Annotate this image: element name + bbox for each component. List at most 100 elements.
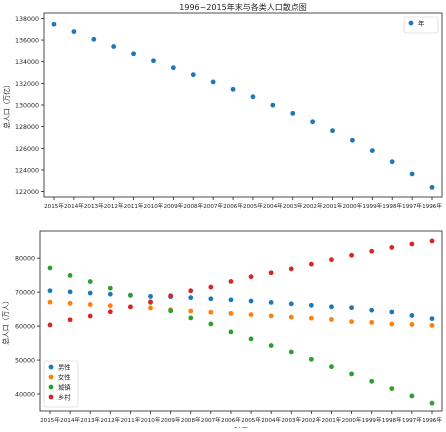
panel2-series4-point (87, 313, 93, 319)
panel1-legend-marker (408, 20, 414, 26)
panel2-ytick-label: 60000 (15, 324, 35, 331)
panel2-series3-point (67, 273, 73, 278)
panel2-series1-point (228, 297, 234, 303)
panel2-series4-point (369, 248, 375, 254)
panel2-ytick-label: 40000 (15, 392, 35, 399)
panel1-xtick-label: 2001年 (323, 202, 343, 210)
panel2-xtick-label: 1998年 (382, 416, 402, 424)
panel1-series1-point (369, 148, 375, 154)
panel2-series2-point (248, 312, 254, 318)
panel1-xtick-label: 2012年 (104, 202, 124, 210)
panel2-series2-point (228, 311, 234, 316)
panel1-series1-point (151, 58, 156, 64)
panel2-xtick-label: 2003年 (281, 416, 301, 424)
panel1-xtick-label: 2006年 (223, 202, 243, 210)
panel2-series3-point (168, 308, 174, 314)
panel2-series1-point (208, 296, 214, 302)
panel2-series4-point (168, 293, 174, 299)
panel1-ytick-label: 134000 (15, 59, 39, 66)
panel2-series3-point (288, 349, 294, 355)
panel2-series3-point (349, 371, 354, 377)
panel2-xtick-label: 2005年 (241, 416, 261, 424)
panel2-series4-point (409, 241, 415, 247)
panel2-series4-point (128, 304, 133, 310)
panel2-series4-point (208, 284, 214, 290)
panel2-series3-point (87, 279, 93, 284)
panel1-xtick-label: 2011年 (124, 202, 144, 210)
panel2-series3-point (47, 265, 53, 271)
panel2-xtick-label: 2011年 (120, 416, 140, 424)
panel2-xtick-label: 1997年 (402, 416, 422, 424)
panel1-xtick-label: 2005年 (243, 202, 263, 210)
panel1-xtick-label: 2007年 (203, 202, 223, 210)
panel2-series3-point (429, 400, 435, 406)
panel1-xtick-label: 2003年 (283, 202, 303, 210)
panel2-series1-point (288, 301, 294, 307)
panel1-ytick-label: 136000 (15, 38, 39, 45)
panel2-series4-point (228, 279, 234, 284)
panel2-series2-point (188, 308, 194, 314)
panel2-series1-point (369, 307, 375, 313)
panel2-series2-point (429, 323, 435, 328)
panel2-series3-point (208, 321, 214, 327)
panel2-series2-point (329, 317, 334, 322)
panel2-series1-point (248, 298, 254, 304)
panel1-series1-point (91, 36, 97, 42)
panel1-series1-point (190, 72, 196, 78)
panel1-xtick-label: 2009年 (163, 202, 183, 210)
panel1-xtick-label: 2004年 (263, 202, 283, 210)
panel1-series1-point (330, 128, 335, 134)
panel2-series3-point (308, 356, 314, 362)
panel1-xtick-label: 1999年 (362, 202, 382, 210)
panel2-xtick-label: 2008年 (181, 416, 201, 424)
panel1-ytick-label: 124000 (15, 167, 39, 174)
panel2-xtick-label: 2014年 (60, 416, 80, 424)
panel2-series4-point (308, 261, 314, 267)
panel1-series1-point (310, 119, 316, 125)
panel1-series1-point (210, 79, 216, 85)
panel2-series3-point (329, 364, 334, 370)
panel1-series1-point (270, 102, 276, 108)
panel2-series4-point (349, 252, 354, 258)
panel2-series3-point (228, 329, 234, 335)
panel2-xtick-label: 2015年 (40, 416, 60, 424)
panel2-series4-point (148, 299, 153, 305)
panel1-legend-label: 年 (418, 18, 424, 27)
panel2-xtick-label: 2002年 (301, 416, 321, 424)
panel2-series4-point (107, 309, 113, 315)
panel2-xtick-label: 2000年 (342, 416, 362, 424)
panel1-ytick-label: 126000 (15, 146, 39, 153)
panel2-legend-marker (48, 394, 54, 400)
panel2-series3-point (389, 386, 395, 391)
panel2-series4-point (389, 245, 395, 250)
panel2-series4-point (47, 322, 53, 328)
panel2-series2-point (349, 319, 354, 325)
panel1-series1-point (350, 137, 355, 143)
panel1-xtick-label: 1996年 (422, 202, 442, 210)
panel2-series1-point (409, 313, 415, 318)
panel2-xtick-label: 2006年 (221, 416, 241, 424)
panel2-xtick-label: 2001年 (322, 416, 342, 424)
panel2-series2-point (288, 314, 294, 320)
panel2-series4-point (188, 288, 194, 294)
panel1-series1-point (170, 65, 176, 71)
panel2-ytick-label: 70000 (15, 290, 35, 297)
panel2-xtick-label: 2007年 (201, 416, 221, 424)
panel1-ytick-label: 122000 (15, 189, 39, 196)
panel2-series4-point (248, 274, 254, 280)
panel2-series4-point (268, 270, 274, 276)
panel2-series2-point (47, 299, 53, 305)
panel2-series2-point (87, 302, 93, 307)
panel2-xtick-label: 1999年 (362, 416, 382, 424)
panel2-series3-point (369, 378, 375, 384)
panel2-series1-point (308, 302, 314, 308)
panel2-series1-point (67, 289, 73, 295)
panel2-series1-point (47, 288, 53, 294)
panel1-ytick-label: 132000 (15, 81, 39, 88)
panel2-series2-point (389, 321, 395, 327)
panel2-xtick-label: 2009年 (161, 416, 181, 424)
panel2-legend-label: 城镇 (58, 382, 71, 391)
panel2-series2-point (107, 303, 113, 309)
